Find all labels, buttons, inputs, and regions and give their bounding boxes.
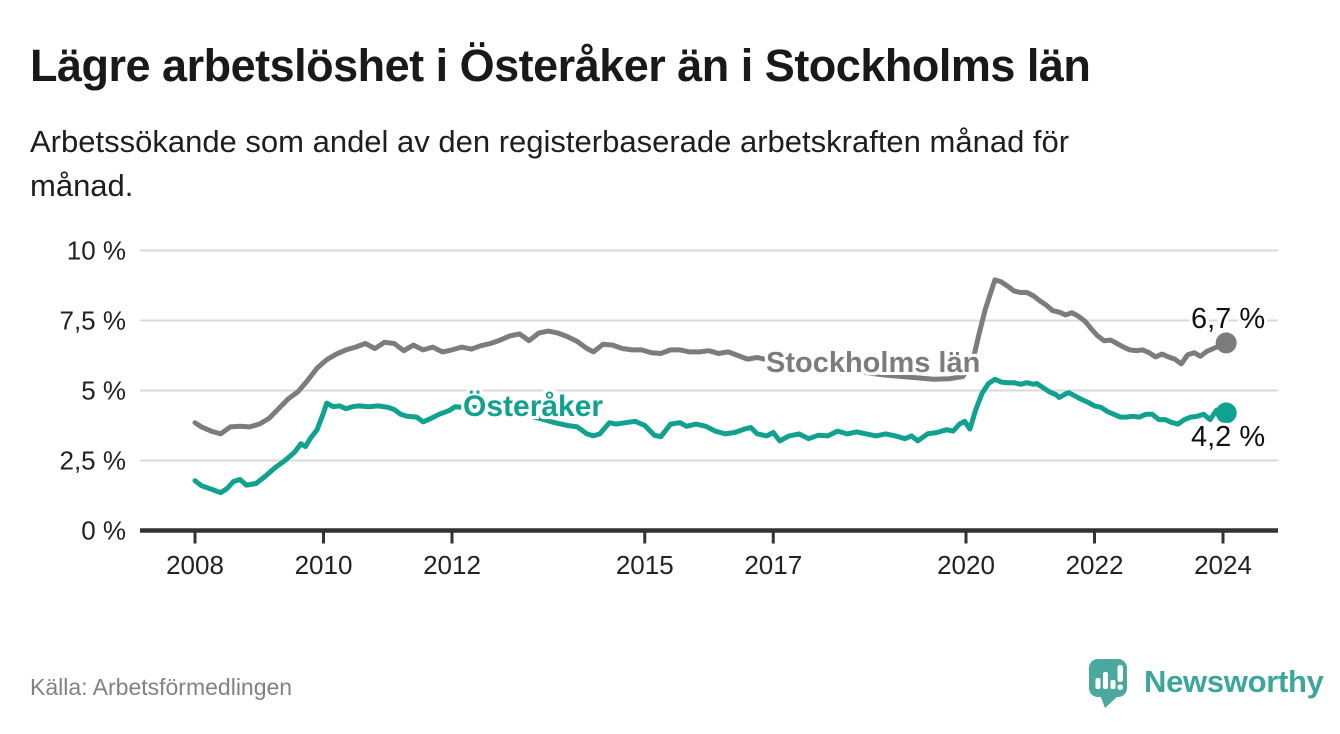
end-value-label-stockholms-lan: 6,7 % bbox=[1191, 303, 1266, 335]
x-axis-label: 2010 bbox=[295, 550, 353, 580]
end-value-label-osteraker: 4,2 % bbox=[1191, 421, 1266, 453]
series-label-osteraker: Österåker bbox=[463, 390, 604, 423]
series-label-stockholms-lan: Stockholms län bbox=[766, 347, 981, 379]
x-axis-label: 2022 bbox=[1066, 550, 1124, 580]
chart-subtitle-line-2: månad. bbox=[30, 168, 134, 203]
y-axis-label: 0 % bbox=[81, 516, 126, 546]
series-end-dot-osteraker bbox=[1215, 402, 1237, 424]
newsworthy-logo-icon bbox=[1089, 659, 1127, 708]
y-axis-label: 5 % bbox=[81, 376, 126, 406]
y-axis-label: 10 % bbox=[67, 236, 126, 266]
x-axis-label: 2012 bbox=[423, 550, 481, 580]
source-note: Källa: Arbetsförmedlingen bbox=[30, 674, 293, 700]
x-axis-label: 2024 bbox=[1194, 550, 1252, 580]
x-axis-label: 2020 bbox=[937, 550, 995, 580]
newsworthy-logo-text: Newsworthy bbox=[1144, 664, 1324, 699]
y-axis-label: 2,5 % bbox=[60, 446, 127, 476]
line-chart: 2008 2010 2012 2015 2017 2020 2022 2024 10 % 7,5 … bbox=[60, 236, 1278, 580]
series-line-osteraker bbox=[192, 376, 1229, 496]
x-axis-label: 2017 bbox=[744, 550, 802, 580]
x-axis-label: 2008 bbox=[166, 550, 224, 580]
page-title: Lägre arbetslöshet i Österåker än i Stoc… bbox=[30, 40, 1091, 91]
newsworthy-logo: Newsworthy bbox=[1087, 654, 1324, 710]
y-axis-label: 7,5 % bbox=[60, 306, 127, 336]
series-end-dot-stockholms-lan bbox=[1215, 332, 1237, 354]
x-axis-label: 2015 bbox=[616, 550, 674, 580]
series-line-stockholms-lan bbox=[192, 277, 1229, 437]
chart-subtitle-line-1: Arbetssökande som andel av den registerb… bbox=[30, 124, 1070, 159]
